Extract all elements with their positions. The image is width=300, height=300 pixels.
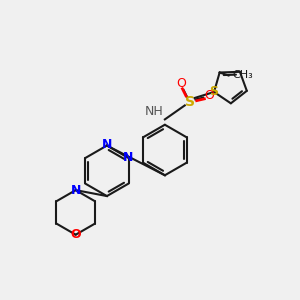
Text: S: S <box>210 85 219 98</box>
Text: NH: NH <box>145 105 164 118</box>
Text: N: N <box>102 138 113 152</box>
Text: O: O <box>176 77 186 90</box>
Text: S: S <box>185 95 195 110</box>
Text: CH₃: CH₃ <box>232 70 253 80</box>
Text: N: N <box>123 151 134 164</box>
Text: O: O <box>70 228 81 241</box>
Text: O: O <box>204 89 214 102</box>
Text: N: N <box>70 184 81 196</box>
